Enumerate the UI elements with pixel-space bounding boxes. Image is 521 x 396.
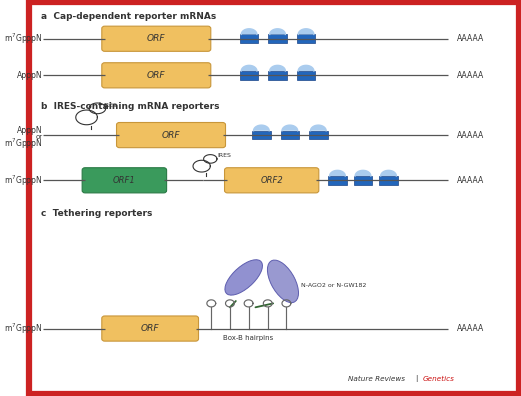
Polygon shape: [268, 29, 287, 34]
Text: ORF: ORF: [147, 34, 166, 43]
Text: b  IRES-containing mRNA reporters: b IRES-containing mRNA reporters: [41, 102, 219, 110]
Text: ApppN: ApppN: [17, 71, 42, 80]
FancyBboxPatch shape: [268, 71, 287, 80]
Text: m$^7$GpppN: m$^7$GpppN: [4, 321, 42, 336]
FancyBboxPatch shape: [102, 26, 211, 51]
FancyBboxPatch shape: [280, 131, 299, 139]
FancyBboxPatch shape: [328, 176, 347, 185]
Text: ApppN: ApppN: [17, 126, 42, 135]
FancyBboxPatch shape: [102, 63, 211, 88]
Text: IRES: IRES: [218, 154, 231, 158]
Text: IRES: IRES: [103, 103, 117, 108]
FancyBboxPatch shape: [379, 176, 398, 185]
Polygon shape: [240, 65, 258, 71]
Text: Box-B hairpins: Box-B hairpins: [224, 335, 274, 341]
Polygon shape: [379, 170, 398, 176]
FancyBboxPatch shape: [240, 34, 258, 43]
Polygon shape: [252, 125, 271, 131]
Text: Genetics: Genetics: [423, 376, 454, 382]
FancyBboxPatch shape: [297, 34, 315, 43]
Text: Nature Reviews: Nature Reviews: [348, 376, 405, 382]
Text: a  Cap-dependent reporter mRNAs: a Cap-dependent reporter mRNAs: [41, 12, 216, 21]
Text: ORF: ORF: [147, 71, 166, 80]
FancyBboxPatch shape: [225, 168, 319, 193]
Text: m$^7$GpppN: m$^7$GpppN: [4, 173, 42, 187]
Polygon shape: [240, 29, 258, 34]
Text: ORF2: ORF2: [260, 176, 283, 185]
Text: |: |: [416, 375, 418, 382]
FancyBboxPatch shape: [268, 34, 287, 43]
Text: AAAAA: AAAAA: [457, 131, 484, 139]
FancyBboxPatch shape: [82, 168, 167, 193]
FancyBboxPatch shape: [102, 316, 199, 341]
Text: AAAAA: AAAAA: [457, 71, 484, 80]
Text: m$^7$GpppN: m$^7$GpppN: [4, 32, 42, 46]
Text: ORF: ORF: [141, 324, 159, 333]
Text: ORF1: ORF1: [113, 176, 136, 185]
Text: AAAAA: AAAAA: [457, 34, 484, 43]
Polygon shape: [268, 65, 287, 71]
Text: c  Tethering reporters: c Tethering reporters: [41, 209, 152, 218]
FancyBboxPatch shape: [297, 71, 315, 80]
FancyBboxPatch shape: [252, 131, 271, 139]
Text: N-AGO2 or N-GW182: N-AGO2 or N-GW182: [301, 283, 366, 288]
Text: or: or: [35, 134, 42, 140]
Polygon shape: [309, 125, 328, 131]
FancyBboxPatch shape: [354, 176, 373, 185]
FancyBboxPatch shape: [309, 131, 328, 139]
Ellipse shape: [267, 260, 299, 303]
Text: AAAAA: AAAAA: [457, 324, 484, 333]
FancyBboxPatch shape: [117, 122, 226, 148]
Text: m$^7$GpppN: m$^7$GpppN: [4, 137, 42, 151]
Text: AAAAA: AAAAA: [457, 176, 484, 185]
Polygon shape: [297, 65, 315, 71]
Polygon shape: [297, 29, 315, 34]
Ellipse shape: [225, 260, 263, 295]
Polygon shape: [280, 125, 299, 131]
Polygon shape: [328, 170, 347, 176]
Polygon shape: [354, 170, 373, 176]
FancyBboxPatch shape: [240, 71, 258, 80]
Text: ORF: ORF: [162, 131, 180, 139]
